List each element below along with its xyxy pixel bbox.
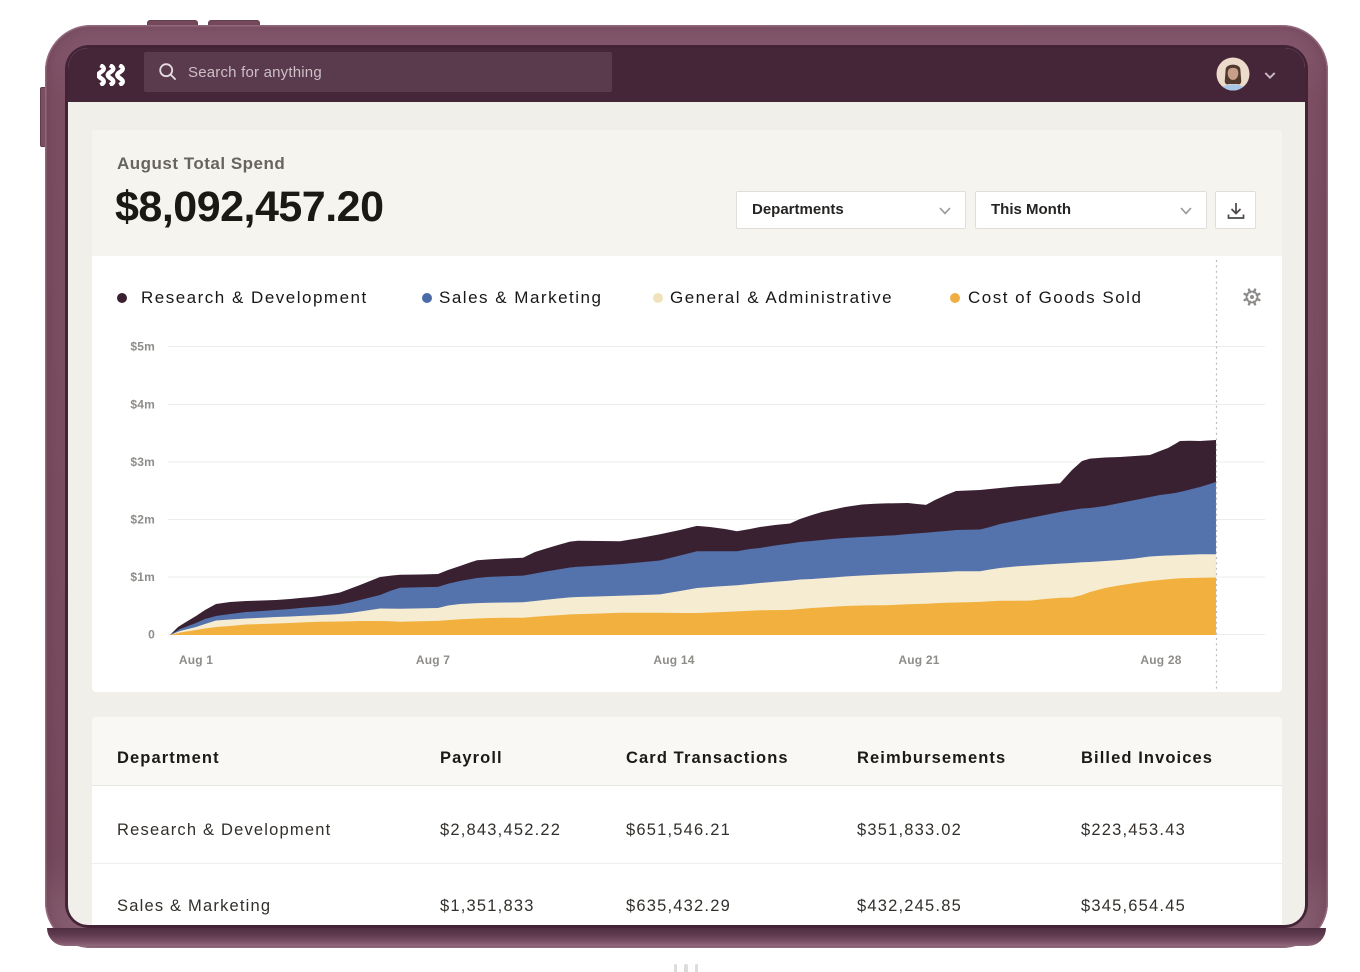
svg-text:Aug 21: Aug 21 xyxy=(898,653,939,667)
svg-text:Aug 7: Aug 7 xyxy=(416,653,450,667)
svg-text:Aug 28: Aug 28 xyxy=(1140,653,1181,667)
svg-text:$4m: $4m xyxy=(130,398,155,412)
svg-text:$2m: $2m xyxy=(130,513,155,527)
svg-text:0: 0 xyxy=(148,628,155,642)
svg-text:$1m: $1m xyxy=(130,570,155,584)
svg-text:$5m: $5m xyxy=(130,340,155,354)
svg-text:Aug 1: Aug 1 xyxy=(179,653,213,667)
svg-text:Aug 14: Aug 14 xyxy=(653,653,694,667)
svg-text:$3m: $3m xyxy=(130,455,155,469)
